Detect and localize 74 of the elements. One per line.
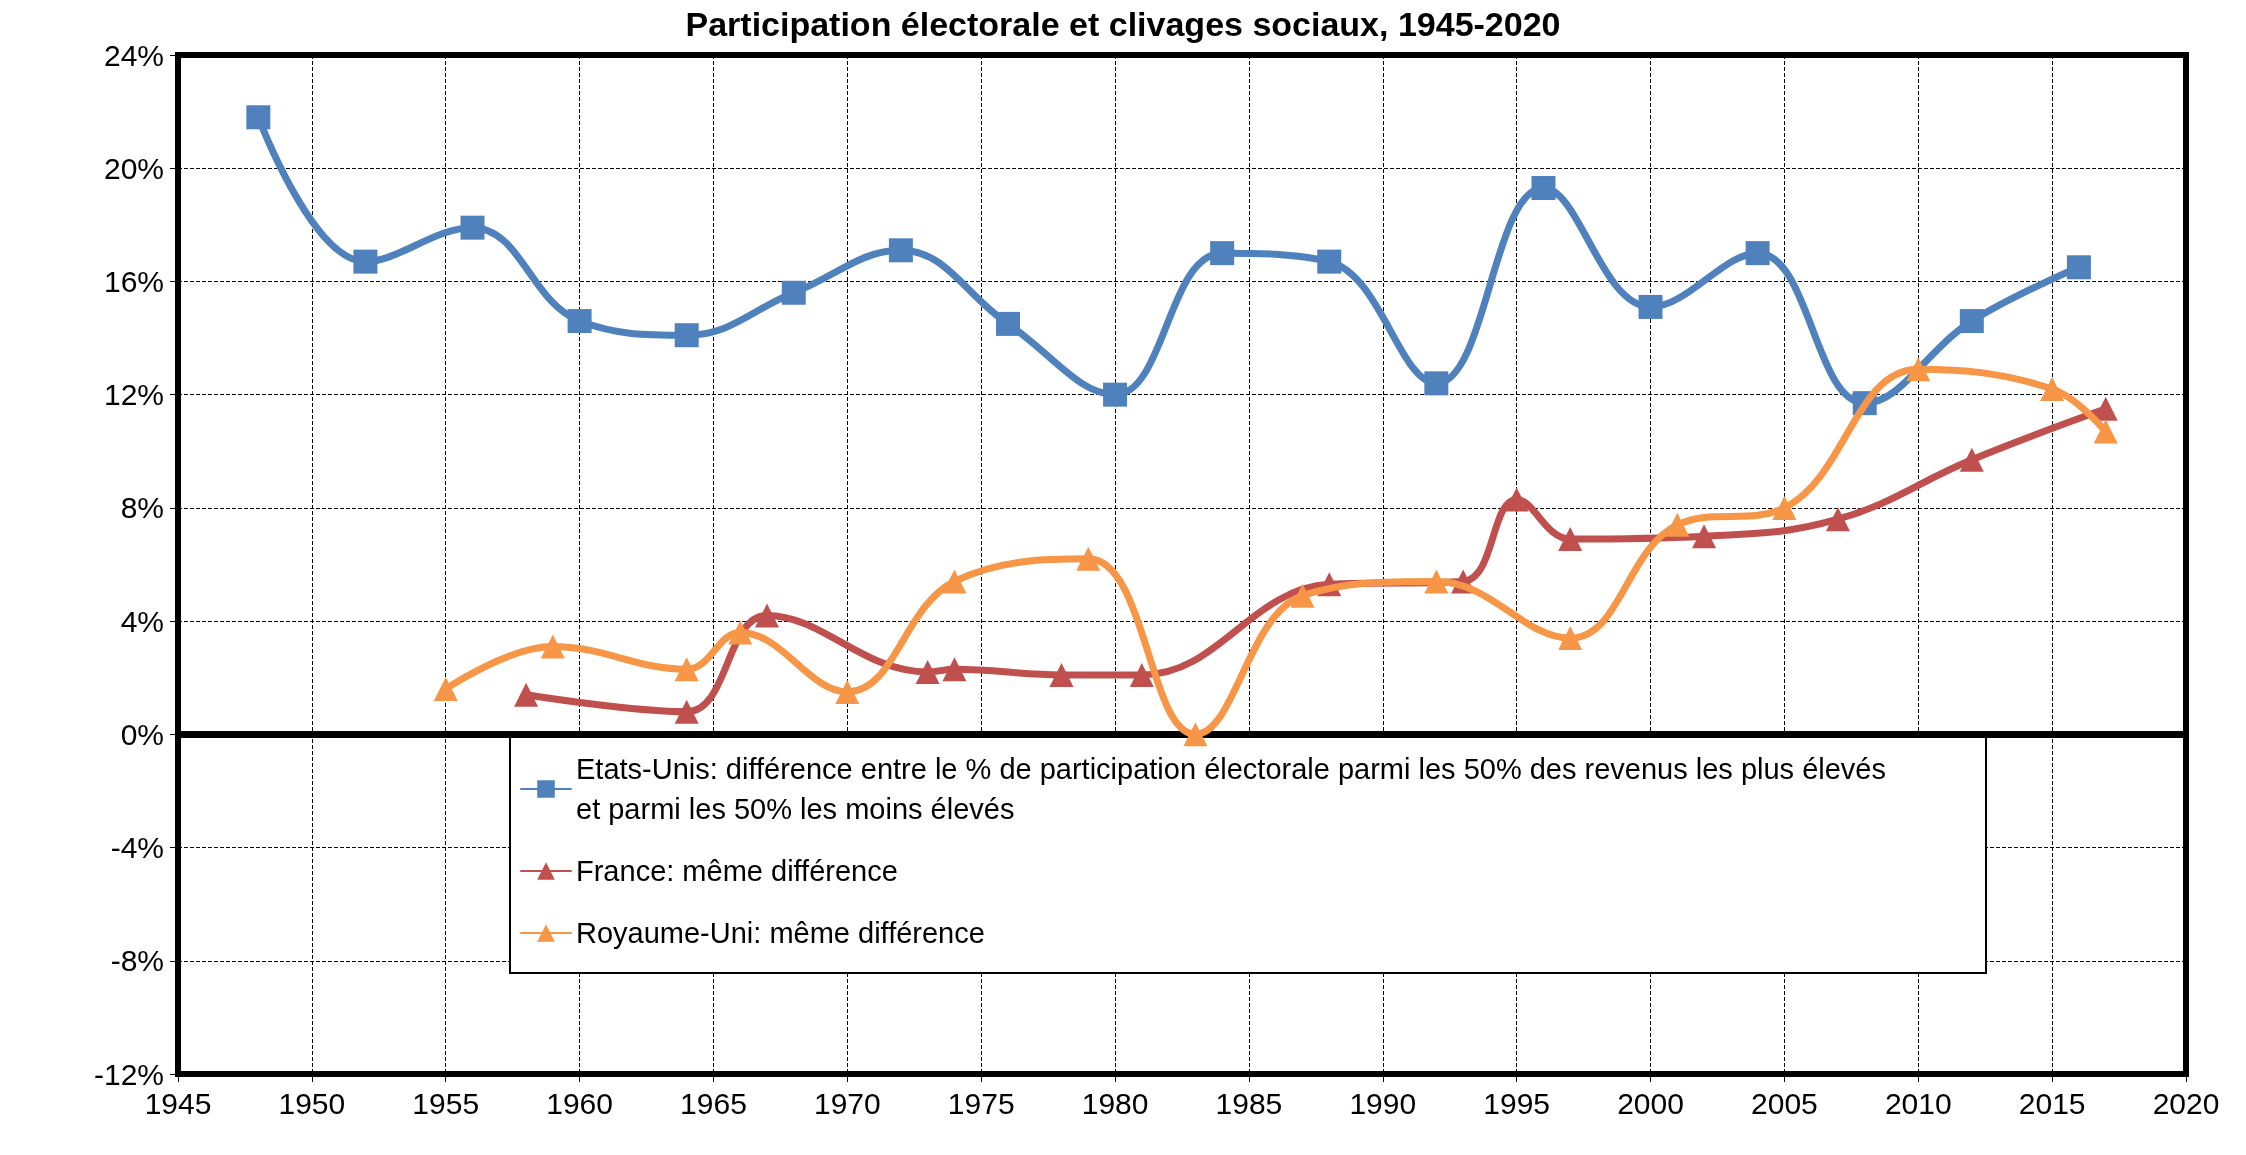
x-tick-label: 2010 <box>1884 1086 1952 1120</box>
x-tick-label: 2000 <box>1617 1086 1684 1120</box>
point <box>1638 294 1663 319</box>
point <box>460 215 485 240</box>
x-tick-label: 1970 <box>813 1086 881 1120</box>
legend-label: Etats-Unis: différence entre le % de participation électorale parmi les 50% des revenus les plus élevés et parmi les 50% les moins élevés <box>576 753 1895 825</box>
point <box>1745 241 1770 266</box>
point <box>888 238 913 263</box>
point <box>2066 255 2091 280</box>
x-tick-label: 2020 <box>2152 1086 2220 1120</box>
point <box>1317 249 1342 274</box>
point <box>567 309 592 334</box>
point <box>1558 527 1583 552</box>
point <box>1183 722 1208 747</box>
point <box>755 603 780 628</box>
x-tick-label: 2015 <box>2018 1086 2086 1120</box>
legend-label: France: même différence <box>576 855 898 887</box>
y-tick-label: 16% <box>103 264 164 298</box>
point <box>1959 447 1984 472</box>
x-tick-label: 1985 <box>1215 1086 1283 1120</box>
point <box>1129 662 1154 687</box>
y-tick-label: 4% <box>120 604 164 638</box>
x-tick-label: 1955 <box>412 1086 480 1120</box>
point <box>781 280 806 305</box>
x-tick-label: 1950 <box>278 1086 346 1120</box>
point <box>942 657 967 682</box>
x-tick-label: 1990 <box>1349 1086 1417 1120</box>
point <box>674 699 699 724</box>
point <box>1531 176 1556 201</box>
point <box>246 105 271 130</box>
x-tick-label: 1980 <box>1081 1086 1149 1120</box>
y-tick-label: 12% <box>103 378 164 412</box>
point <box>915 660 940 685</box>
y-tick-label: -4% <box>110 831 164 865</box>
point <box>353 249 378 274</box>
point <box>1825 507 1850 532</box>
point <box>1103 382 1128 407</box>
x-tick-label: 1975 <box>947 1086 1015 1120</box>
y-tick-label: -8% <box>110 944 164 978</box>
point <box>995 311 1020 336</box>
point <box>1424 569 1449 594</box>
point <box>1210 241 1235 266</box>
point <box>1665 512 1690 537</box>
point <box>540 634 565 659</box>
point <box>1424 371 1449 396</box>
point <box>674 323 699 348</box>
point <box>1558 626 1583 651</box>
point <box>674 657 699 682</box>
point <box>1076 546 1101 571</box>
y-tick-label: 8% <box>120 491 164 525</box>
chart-title: Participation électorale et clivages sociaux, 1945-2020 <box>685 5 1561 43</box>
point <box>2040 377 2065 402</box>
point <box>1906 357 1931 382</box>
point <box>2093 419 2118 444</box>
legend-label: Royaume-Uni: même différence <box>576 917 985 949</box>
point <box>728 620 753 645</box>
point <box>2093 396 2118 421</box>
point <box>1504 487 1529 512</box>
point <box>1049 662 1074 687</box>
point <box>835 679 860 704</box>
point <box>942 569 967 594</box>
x-tick-label: 1995 <box>1483 1086 1551 1120</box>
y-tick-label: 20% <box>103 151 164 185</box>
x-tick-label: 1965 <box>680 1086 747 1120</box>
x-tick-label: 2005 <box>1751 1086 1818 1120</box>
point <box>433 677 458 702</box>
point <box>1959 309 1984 334</box>
x-tick-label: 1960 <box>546 1086 613 1120</box>
point <box>514 682 539 707</box>
y-tick-label: 0% <box>120 717 164 751</box>
point <box>1290 583 1315 608</box>
y-tick-label: 24% <box>103 38 164 72</box>
point <box>1692 524 1717 549</box>
point <box>1772 495 1797 520</box>
